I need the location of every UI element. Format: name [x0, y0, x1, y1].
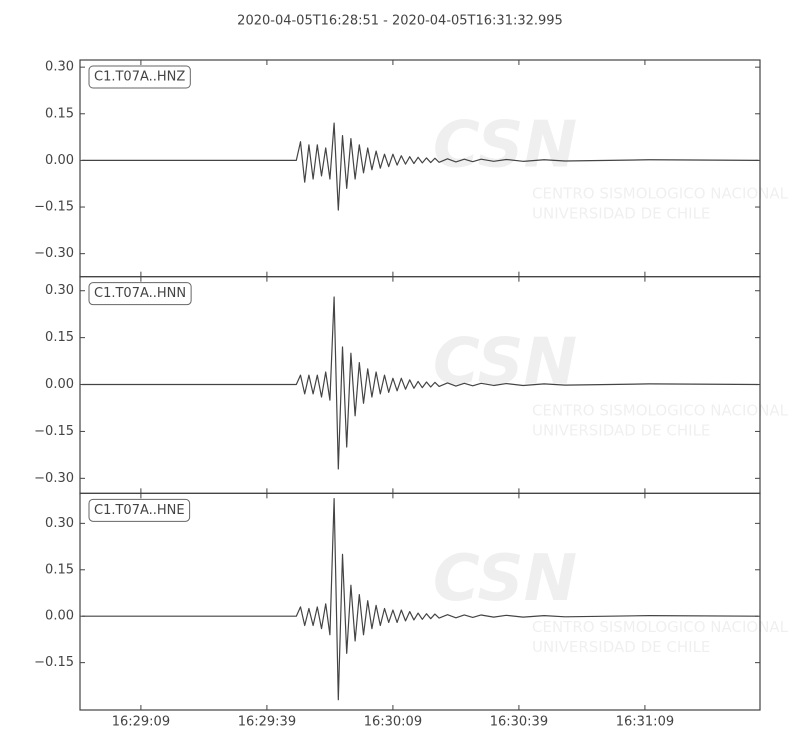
chart-title: 2020-04-05T16:28:51 - 2020-04-05T16:31:3… — [237, 14, 563, 29]
y-tick-label: −0.30 — [34, 246, 74, 261]
legend-label: C1.T07A..HNN — [94, 286, 186, 301]
trace — [82, 122, 759, 211]
x-tick-label: 16:30:09 — [364, 715, 422, 730]
y-tick-label: 0.15 — [45, 106, 74, 121]
y-tick-label: −0.30 — [34, 471, 74, 486]
watermark: CSN CENTRO SISMOLOGICO NACIONAL UNIVERSIDA… — [433, 109, 789, 223]
legend-box — [88, 65, 191, 89]
watermark-text: CENTRO SISMOLOGICO NACIONAL — [532, 185, 789, 203]
y-tick-label: 0.00 — [45, 609, 74, 624]
trace — [82, 498, 759, 701]
x-tick-label: 16:29:39 — [238, 715, 296, 730]
trace-group — [82, 296, 759, 470]
watermark: CSN CENTRO SISMOLOGICO NACIONAL UNIVERSIDA… — [433, 542, 789, 656]
y-tick-label: 0.30 — [45, 516, 74, 531]
y-tick-label: 0.00 — [45, 153, 74, 168]
panel-frame — [79, 492, 761, 711]
y-tick-label: 0.15 — [45, 330, 74, 345]
x-tick-label: 16:29:09 — [112, 715, 170, 730]
x-tick-label: 16:31:09 — [616, 715, 674, 730]
y-tick-label: −0.15 — [34, 200, 74, 215]
watermark-text: CENTRO SISMOLOGICO NACIONAL — [532, 401, 789, 419]
watermark-logo: CSN — [433, 542, 577, 616]
trace-group — [82, 498, 759, 701]
watermark-logo: CSN — [433, 109, 577, 183]
trace — [82, 296, 759, 470]
y-tick-label: 0.30 — [45, 283, 74, 298]
y-tick-label: 0.15 — [45, 562, 74, 577]
watermark: CSN CENTRO SISMOLOGICO NACIONAL UNIVERSIDA… — [433, 325, 789, 439]
legend-box — [88, 282, 192, 306]
watermark-text: UNIVERSIDAD DE CHILE — [532, 421, 710, 439]
watermark-text: CENTRO SISMOLOGICO NACIONAL — [532, 618, 789, 636]
panel-frame — [79, 59, 761, 278]
x-tick-label: 16:30:39 — [490, 715, 548, 730]
legend-box — [88, 498, 191, 522]
y-tick-label: −0.15 — [34, 655, 74, 670]
legend-label: C1.T07A..HNZ — [94, 70, 185, 85]
y-tick-label: 0.00 — [45, 377, 74, 392]
watermark-text: UNIVERSIDAD DE CHILE — [532, 205, 710, 223]
y-tick-label: 0.30 — [45, 60, 74, 75]
y-tick-label: −0.15 — [34, 424, 74, 439]
legend-label: C1.T07A..HNE — [94, 503, 185, 518]
watermark-text: UNIVERSIDAD DE CHILE — [532, 638, 710, 656]
trace-group — [82, 122, 759, 211]
watermark-logo: CSN — [433, 325, 577, 399]
